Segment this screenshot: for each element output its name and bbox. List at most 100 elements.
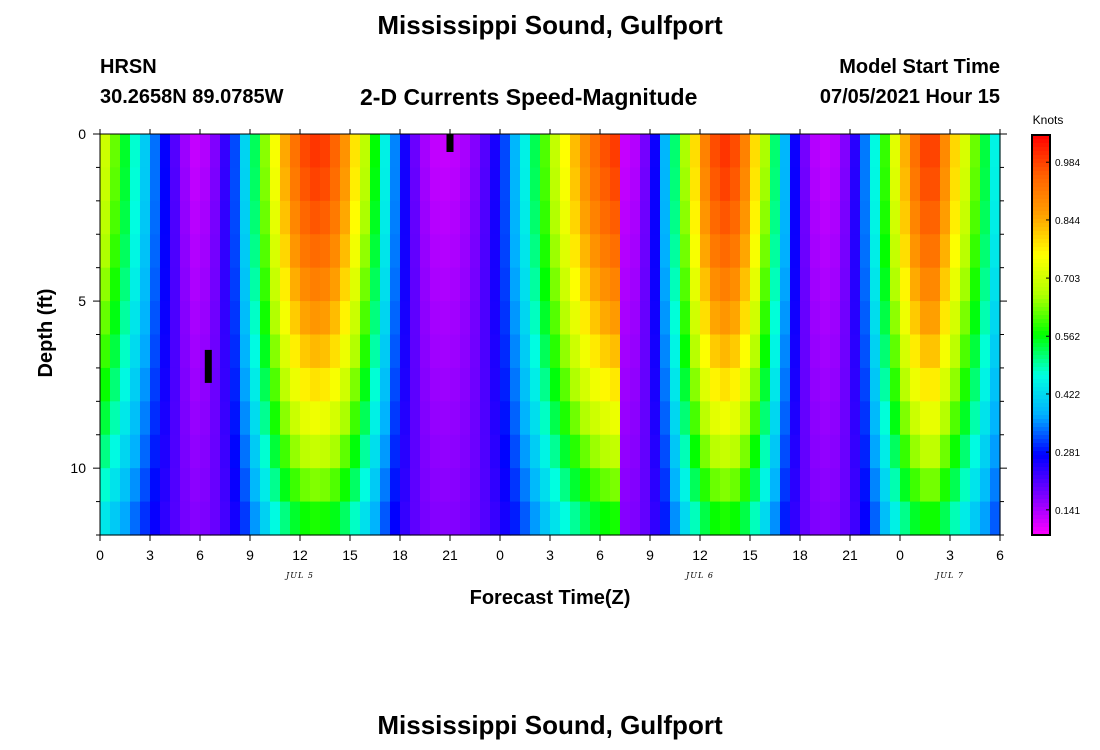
heatmap-cell xyxy=(700,134,711,169)
footer-title: Mississippi Sound, Gulfport xyxy=(377,710,723,740)
heatmap-cell xyxy=(160,301,171,336)
heatmap-cell xyxy=(130,134,141,169)
heatmap-cell xyxy=(410,234,421,269)
heatmap-cell xyxy=(400,234,411,269)
heatmap-cell xyxy=(680,167,691,202)
heatmap-cell xyxy=(360,167,371,202)
heatmap-cell xyxy=(740,267,751,302)
heatmap-cell xyxy=(310,367,321,402)
heatmap-cell xyxy=(180,267,191,302)
heatmap-cell xyxy=(870,468,881,503)
colorbar-segment xyxy=(1032,175,1050,180)
heatmap-cell xyxy=(920,501,931,536)
heatmap-cell xyxy=(660,167,671,202)
heatmap-cell xyxy=(350,134,361,169)
heatmap-cell xyxy=(100,468,111,503)
heatmap-cell xyxy=(140,200,151,235)
heatmap-cell xyxy=(760,334,771,369)
heatmap-cell xyxy=(410,468,421,503)
y-tick-label: 5 xyxy=(78,293,86,309)
heatmap-cell xyxy=(330,367,341,402)
heatmap-cell xyxy=(330,334,341,369)
heatmap-cell xyxy=(390,334,401,369)
heatmap-cell xyxy=(250,234,261,269)
heatmap-cell xyxy=(350,334,361,369)
heatmap-cell xyxy=(460,501,471,536)
heatmap-cell xyxy=(790,468,801,503)
heatmap-cell xyxy=(570,200,581,235)
heatmap-cell xyxy=(470,134,481,169)
heatmap-cell xyxy=(770,468,781,503)
heatmap-cell xyxy=(360,267,371,302)
colorbar-segment xyxy=(1032,171,1050,176)
heatmap-cell xyxy=(740,501,751,536)
heatmap-cell xyxy=(370,401,381,436)
heatmap-cell xyxy=(960,334,971,369)
heatmap-cell xyxy=(560,468,571,503)
heatmap-cell xyxy=(990,401,1001,436)
heatmap-cell xyxy=(520,234,531,269)
colorbar-segment xyxy=(1032,395,1050,400)
heatmap-cell xyxy=(260,134,271,169)
heatmap-cell xyxy=(640,200,651,235)
heatmap-cell xyxy=(730,267,741,302)
heatmap-cell xyxy=(940,468,951,503)
heatmap-cell xyxy=(280,468,291,503)
heatmap-cell xyxy=(610,334,621,369)
heatmap-cell xyxy=(670,167,681,202)
heatmap-cell xyxy=(910,468,921,503)
x-tick-label: 21 xyxy=(442,547,458,563)
heatmap-cell xyxy=(710,301,721,336)
colorbar-segment xyxy=(1032,311,1050,316)
heatmap-cell xyxy=(760,301,771,336)
heatmap-cell xyxy=(890,134,901,169)
heatmap-cell xyxy=(720,167,731,202)
heatmap-cell xyxy=(510,334,521,369)
heatmap-cell xyxy=(470,234,481,269)
heatmap-cell xyxy=(330,167,341,202)
colorbar-segment xyxy=(1032,323,1050,328)
heatmap-cell xyxy=(880,267,891,302)
heatmap-cell xyxy=(250,134,261,169)
heatmap-cell xyxy=(110,401,121,436)
heatmap-cell xyxy=(860,200,871,235)
colorbar-segment xyxy=(1032,347,1050,352)
heatmap-cell xyxy=(830,134,841,169)
heatmap-cell xyxy=(280,401,291,436)
heatmap-cell xyxy=(410,434,421,469)
heatmap-cell xyxy=(930,200,941,235)
heatmap-cell xyxy=(190,468,201,503)
heatmap-cell xyxy=(940,434,951,469)
heatmap-cell xyxy=(630,134,641,169)
heatmap-cell xyxy=(140,401,151,436)
heatmap-cell xyxy=(620,200,631,235)
colorbar-segment xyxy=(1032,359,1050,364)
heatmap-cell xyxy=(920,401,931,436)
heatmap-cell xyxy=(350,468,361,503)
heatmap-cell xyxy=(530,434,541,469)
heatmap-cell xyxy=(950,267,961,302)
heatmap-cell xyxy=(880,234,891,269)
heatmap-cell xyxy=(980,468,991,503)
heatmap-cell xyxy=(550,501,561,536)
colorbar-segment xyxy=(1032,511,1050,516)
heatmap-cell xyxy=(490,134,501,169)
colorbar-tick-label: 0.562 xyxy=(1055,332,1080,343)
heatmap-cell xyxy=(640,468,651,503)
x-tick-label: 3 xyxy=(546,547,554,563)
heatmap-cell xyxy=(350,167,361,202)
colorbar-segment xyxy=(1032,139,1050,144)
heatmap-cell xyxy=(900,434,911,469)
heatmap-cell xyxy=(960,167,971,202)
heatmap-cell xyxy=(510,367,521,402)
heatmap-cell xyxy=(880,468,891,503)
heatmap-cell xyxy=(790,367,801,402)
heatmap-cell xyxy=(260,301,271,336)
heatmap-cell xyxy=(320,134,331,169)
heatmap-cell xyxy=(310,301,321,336)
heatmap-cell xyxy=(610,434,621,469)
heatmap-cell xyxy=(580,501,591,536)
heatmap-cell xyxy=(690,367,701,402)
heatmap-cell xyxy=(380,401,391,436)
heatmap-cell xyxy=(560,167,571,202)
